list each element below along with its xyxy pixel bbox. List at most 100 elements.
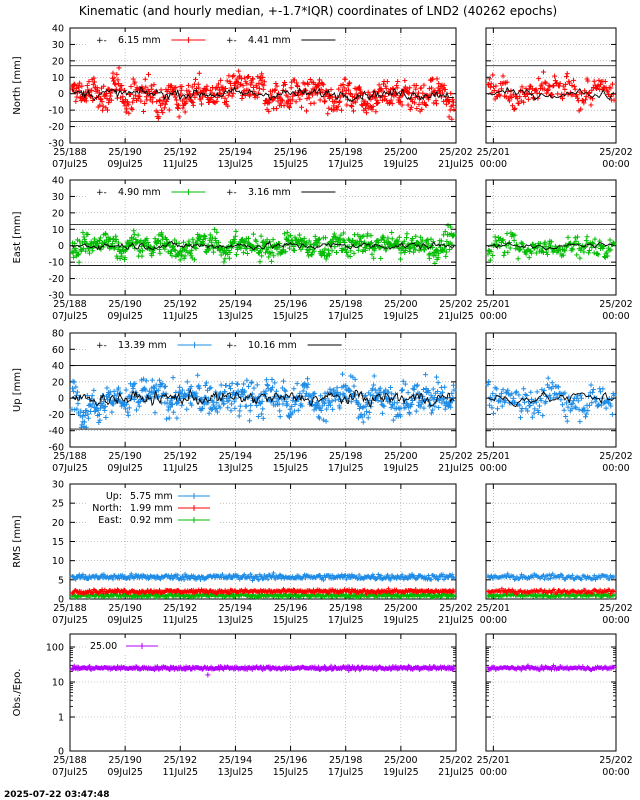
data-point xyxy=(449,116,455,122)
median-line xyxy=(487,242,615,251)
data-point xyxy=(397,99,403,105)
data-point xyxy=(169,253,175,259)
median-line xyxy=(487,86,615,101)
data-point xyxy=(373,109,379,115)
x-tick-label-doy: 25/190 xyxy=(108,603,141,614)
y-tick-label: 30 xyxy=(52,480,64,491)
data-point xyxy=(223,85,229,91)
data-point xyxy=(433,252,439,258)
data-point xyxy=(261,79,267,85)
data-point xyxy=(296,232,302,238)
data-point xyxy=(364,233,370,239)
data-point xyxy=(195,372,201,378)
data-point xyxy=(94,238,100,244)
data-point xyxy=(307,77,313,83)
zoom-x-tick-label-doy: 25/202 xyxy=(599,603,632,614)
data-point xyxy=(544,251,550,257)
data-point xyxy=(400,387,406,393)
data-point xyxy=(251,385,257,391)
data-point xyxy=(589,400,595,406)
data-point xyxy=(436,81,442,87)
data-point xyxy=(222,256,228,262)
x-tick-label-doy: 25/188 xyxy=(53,451,86,462)
x-tick-label-doy: 25/188 xyxy=(53,299,86,310)
data-point xyxy=(529,250,535,256)
data-point xyxy=(328,87,334,93)
zoom-axes-3 xyxy=(485,483,617,600)
data-point xyxy=(240,83,246,89)
data-point xyxy=(108,97,114,103)
y-tick-label: 0 xyxy=(58,394,64,405)
data-point xyxy=(385,235,391,241)
data-point xyxy=(382,244,388,250)
data-point xyxy=(174,415,180,421)
legend-median-label: 10.16 mm xyxy=(248,340,297,351)
data-point xyxy=(321,99,327,105)
data-point xyxy=(575,234,581,240)
data-point xyxy=(261,82,267,88)
data-point xyxy=(202,383,208,389)
data-point xyxy=(199,241,205,247)
zoom-x-tick-label-doy: 25/201 xyxy=(477,299,510,310)
data-point xyxy=(285,94,291,100)
data-point xyxy=(609,81,615,87)
data-point xyxy=(376,82,382,88)
data-point xyxy=(238,76,244,82)
data-point xyxy=(509,95,515,101)
zoom-axes-0 xyxy=(485,27,617,144)
data-point xyxy=(421,82,427,88)
data-point xyxy=(239,96,245,102)
data-point xyxy=(548,239,554,245)
data-point xyxy=(517,415,523,421)
data-point xyxy=(247,408,253,414)
data-point xyxy=(133,407,139,413)
data-point xyxy=(399,387,405,393)
x-tick-label-doy: 25/200 xyxy=(384,603,417,614)
data-point xyxy=(204,83,210,89)
data-point xyxy=(235,246,241,252)
data-point xyxy=(376,239,382,245)
data-point xyxy=(515,256,521,262)
data-point xyxy=(137,248,143,254)
legend-value: 0.92 mm xyxy=(130,515,173,526)
legend-name: Up: xyxy=(106,491,122,502)
x-tick-label-doy: 25/200 xyxy=(384,299,417,310)
data-point xyxy=(72,82,78,88)
data-point xyxy=(86,79,92,85)
data-point xyxy=(608,85,614,91)
data-point xyxy=(208,385,214,391)
data-point xyxy=(506,98,512,104)
data-point xyxy=(117,256,123,262)
data-point xyxy=(172,237,178,243)
data-point xyxy=(519,84,525,90)
data-point xyxy=(433,98,439,104)
y-tick-label: -20 xyxy=(48,122,64,133)
data-point xyxy=(495,406,501,412)
data-point xyxy=(179,83,185,89)
data-series-raw xyxy=(485,375,617,425)
data-point xyxy=(493,238,499,244)
data-point xyxy=(571,398,577,404)
data-point xyxy=(315,83,321,89)
data-point xyxy=(366,246,372,252)
data-point xyxy=(97,102,103,108)
data-point xyxy=(282,231,288,237)
x-tick-label-doy: 25/198 xyxy=(329,299,362,310)
data-point xyxy=(112,392,118,398)
data-point xyxy=(266,100,272,106)
data-point xyxy=(79,414,85,420)
x-tick-label-date: 21Jul25 xyxy=(438,463,474,474)
data-point xyxy=(340,237,346,243)
data-point xyxy=(497,93,503,99)
data-point xyxy=(431,100,437,106)
y-tick-label: -20 xyxy=(48,274,64,285)
data-point xyxy=(324,253,330,259)
data-point xyxy=(428,236,434,242)
data-point xyxy=(171,244,177,250)
data-point xyxy=(120,94,126,100)
data-point xyxy=(126,110,132,116)
data-point xyxy=(586,250,592,256)
y-tick-label: 20 xyxy=(52,518,64,529)
data-point xyxy=(238,245,244,251)
data-point xyxy=(370,103,376,109)
